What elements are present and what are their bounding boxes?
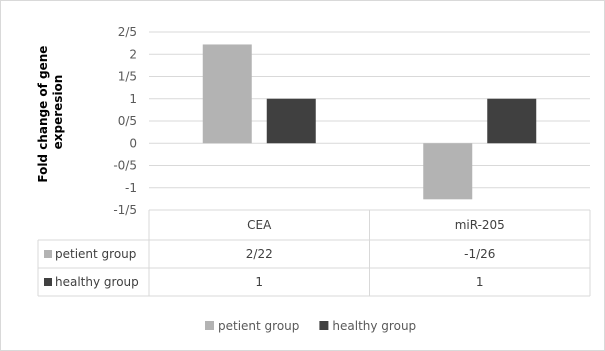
- legend-swatch: [205, 321, 214, 330]
- bar: [423, 143, 473, 200]
- y-tick-label: -0/5: [113, 159, 137, 173]
- legend-label: petient group: [218, 319, 299, 333]
- data-label: 2/22: [246, 247, 273, 261]
- y-tick-label: 1: [129, 92, 137, 106]
- y-axis-label-line-2: experesion: [51, 75, 65, 150]
- y-tick-label: -1/5: [113, 203, 137, 217]
- data-label: -1/26: [464, 247, 495, 261]
- legend-label: healthy group: [332, 319, 416, 333]
- data-table: [37, 209, 591, 297]
- y-tick-label: 2: [129, 47, 137, 61]
- y-tick-label: -1: [125, 181, 137, 195]
- y-tick-label: 2/5: [118, 25, 137, 39]
- bar: [266, 98, 316, 144]
- y-tick-label: 1/5: [118, 70, 137, 84]
- data-label: 1: [255, 275, 263, 289]
- legend-swatch: [319, 321, 329, 330]
- bar: [487, 98, 537, 144]
- table-series-label: healthy group: [55, 275, 139, 289]
- table-legend-key: [44, 278, 52, 286]
- data-label: 1: [476, 275, 484, 289]
- y-tick-label: 0: [129, 136, 137, 150]
- table-legend-key: [44, 250, 52, 258]
- x-category-label: CEA: [247, 218, 272, 232]
- y-axis-label: Fold change of gene experesion: [36, 41, 65, 182]
- y-axis-label-line-1: Fold change of gene: [36, 46, 50, 183]
- x-category-label: miR-205: [455, 218, 505, 232]
- table-series-label: petient group: [55, 247, 136, 261]
- y-tick-label: 0/5: [118, 114, 137, 128]
- bar: [202, 44, 252, 144]
